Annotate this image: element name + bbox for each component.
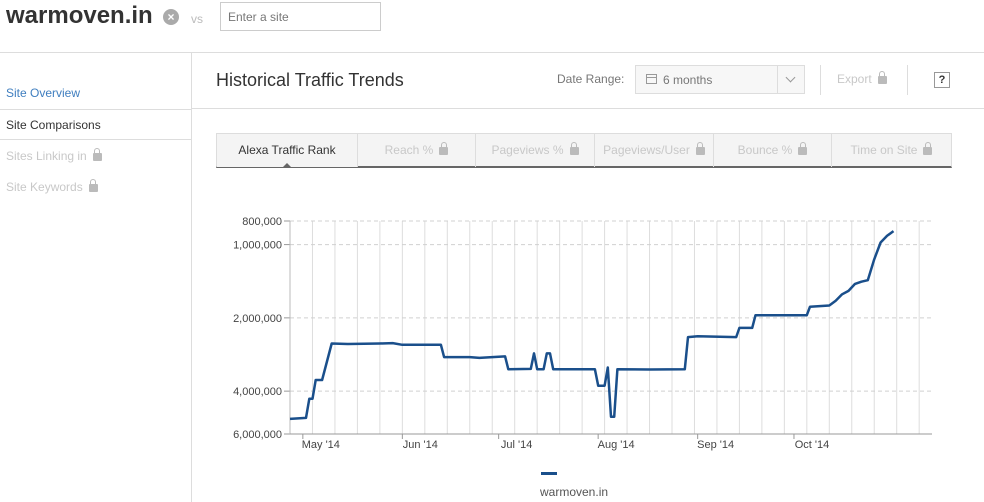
divider xyxy=(907,65,908,95)
legend-label[interactable]: warmoven.in xyxy=(540,485,609,499)
dropdown-toggle[interactable] xyxy=(777,66,804,93)
lock-icon xyxy=(569,142,579,155)
lock-icon xyxy=(923,142,933,155)
lock-icon xyxy=(439,142,449,155)
tab-bounce[interactable]: Bounce % xyxy=(714,134,832,167)
sidebar-item-label: Site Overview xyxy=(6,86,81,100)
top-bar: warmoven.in × vs xyxy=(0,0,984,53)
sidebar-item-site-comparisons[interactable]: Site Comparisons xyxy=(0,109,191,140)
series-line xyxy=(289,230,895,421)
x-tick-label: Oct '14 xyxy=(795,439,830,451)
tab-label: Pageviews/User xyxy=(603,143,690,157)
metric-tabs: Alexa Traffic Rank Reach % Pageviews % P… xyxy=(216,133,952,168)
x-tick-label: May '14 xyxy=(302,439,340,451)
sidebar-item-label: Site Keywords xyxy=(6,180,83,194)
export-label: Export xyxy=(837,72,872,86)
tab-label: Time on Site xyxy=(850,143,918,157)
date-range-value: 6 months xyxy=(663,73,713,87)
traffic-rank-chart: 800,000 1,000,000 2,000,000 4,000,000 6,000,… xyxy=(233,216,932,451)
tab-label: Pageviews % xyxy=(491,143,564,157)
active-tab-pointer xyxy=(282,163,292,168)
y-tick-label: 800,000 xyxy=(242,216,282,228)
divider xyxy=(820,65,821,95)
tab-pageviews-per-user[interactable]: Pageviews/User xyxy=(595,134,714,167)
sidebar-item-sites-linking-in[interactable]: Sites Linking in xyxy=(0,141,191,172)
lock-icon xyxy=(695,142,705,155)
sidebar-item-label: Site Comparisons xyxy=(6,118,101,132)
x-tick-label: Jun '14 xyxy=(403,439,438,451)
calendar-icon xyxy=(646,74,657,84)
x-tick-label: Aug '14 xyxy=(598,439,635,451)
export-button[interactable]: Export xyxy=(837,71,887,86)
sidebar: Site Overview Site Comparisons Sites Lin… xyxy=(0,53,192,502)
lock-icon xyxy=(88,179,98,192)
y-tick-label: 2,000,000 xyxy=(233,313,282,325)
chevron-down-icon xyxy=(785,72,796,83)
y-tick-label: 6,000,000 xyxy=(233,429,282,441)
tab-time-on-site[interactable]: Time on Site xyxy=(832,134,951,167)
tab-label: Bounce % xyxy=(737,143,793,157)
tab-reach[interactable]: Reach % xyxy=(358,134,476,167)
lock-icon xyxy=(877,71,887,84)
page-title: Historical Traffic Trends xyxy=(216,70,404,90)
tab-pageviews[interactable]: Pageviews % xyxy=(476,134,595,167)
legend-swatch[interactable] xyxy=(541,472,557,475)
x-tick-label: Sep '14 xyxy=(697,439,734,451)
lock-icon xyxy=(92,148,102,161)
date-range-label: Date Range: xyxy=(557,72,625,86)
vs-label: vs xyxy=(191,12,203,26)
x-tick-label: Jul '14 xyxy=(501,439,532,451)
y-tick-label: 1,000,000 xyxy=(233,240,282,252)
compare-site-input[interactable] xyxy=(220,2,381,31)
sidebar-item-site-keywords[interactable]: Site Keywords xyxy=(0,172,191,203)
tab-label: Reach % xyxy=(384,143,434,157)
help-icon[interactable]: ? xyxy=(934,72,950,88)
remove-site-icon[interactable]: × xyxy=(163,9,179,25)
section-header: Historical Traffic Trends Date Range: 6 … xyxy=(192,53,984,109)
sidebar-item-site-overview[interactable]: Site Overview xyxy=(0,78,191,109)
y-tick-label: 4,000,000 xyxy=(233,386,282,398)
tab-alexa-traffic-rank[interactable]: Alexa Traffic Rank xyxy=(217,134,358,168)
date-range-select[interactable]: 6 months xyxy=(635,65,805,94)
site-title: warmoven.in xyxy=(6,2,153,29)
lock-icon xyxy=(798,142,808,155)
tab-label: Alexa Traffic Rank xyxy=(238,143,336,157)
sidebar-item-label: Sites Linking in xyxy=(6,149,87,163)
